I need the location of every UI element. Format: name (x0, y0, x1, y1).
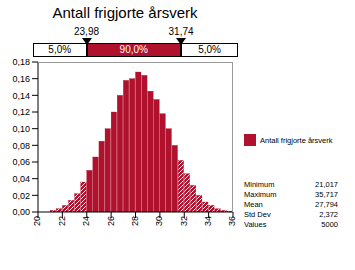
html-text:5000: 5000 (321, 220, 338, 229)
svg-text:0,14: 0,14 (12, 91, 30, 101)
html-text:Std Dev: Std Dev (244, 210, 271, 219)
html-text:90,0%: 90,0% (119, 44, 148, 55)
html-text:31,74: 31,74 (168, 26, 194, 37)
html-text:27,794: 27,794 (315, 200, 338, 209)
svg-text:24: 24 (81, 216, 91, 226)
svg-text:30: 30 (154, 216, 164, 226)
html-text:5,0%: 5,0% (48, 44, 72, 55)
html-text:21,017: 21,017 (315, 180, 338, 189)
svg-text:32: 32 (179, 216, 189, 226)
svg-text:36: 36 (227, 216, 237, 226)
svg-text:0,16: 0,16 (12, 74, 30, 84)
svg-text:0,10: 0,10 (12, 124, 30, 134)
svg-text:0,18: 0,18 (12, 57, 30, 67)
svg-text:0,04: 0,04 (12, 174, 30, 184)
svg-text:28: 28 (130, 216, 140, 226)
svg-text:0,02: 0,02 (12, 191, 30, 201)
html-text:Maximum: Maximum (244, 190, 277, 199)
svg-text:22: 22 (57, 216, 67, 226)
svg-text:26: 26 (106, 216, 116, 226)
svg-text:34: 34 (203, 216, 213, 226)
html-text:Values: Values (244, 220, 267, 229)
svg-text:0,12: 0,12 (12, 107, 30, 117)
html-text:2,372: 2,372 (319, 210, 338, 219)
svg-text:0,08: 0,08 (12, 141, 30, 151)
html-text:Antall frigjorte årsverk: Antall frigjorte årsverk (260, 135, 333, 145)
html-text:23,98: 23,98 (74, 26, 99, 37)
html-text:Antall frigjorte årsverk: Antall frigjorte årsverk (52, 4, 198, 21)
svg-text:0,06: 0,06 (12, 157, 30, 167)
html-text:Minimum: Minimum (244, 180, 275, 189)
svg-text:20: 20 (32, 216, 42, 226)
svg-text:0,00: 0,00 (12, 207, 30, 217)
html-text:Mean: Mean (244, 200, 263, 209)
html-text:5,0%: 5,0% (198, 44, 221, 55)
html-text:35,717: 35,717 (315, 190, 338, 199)
